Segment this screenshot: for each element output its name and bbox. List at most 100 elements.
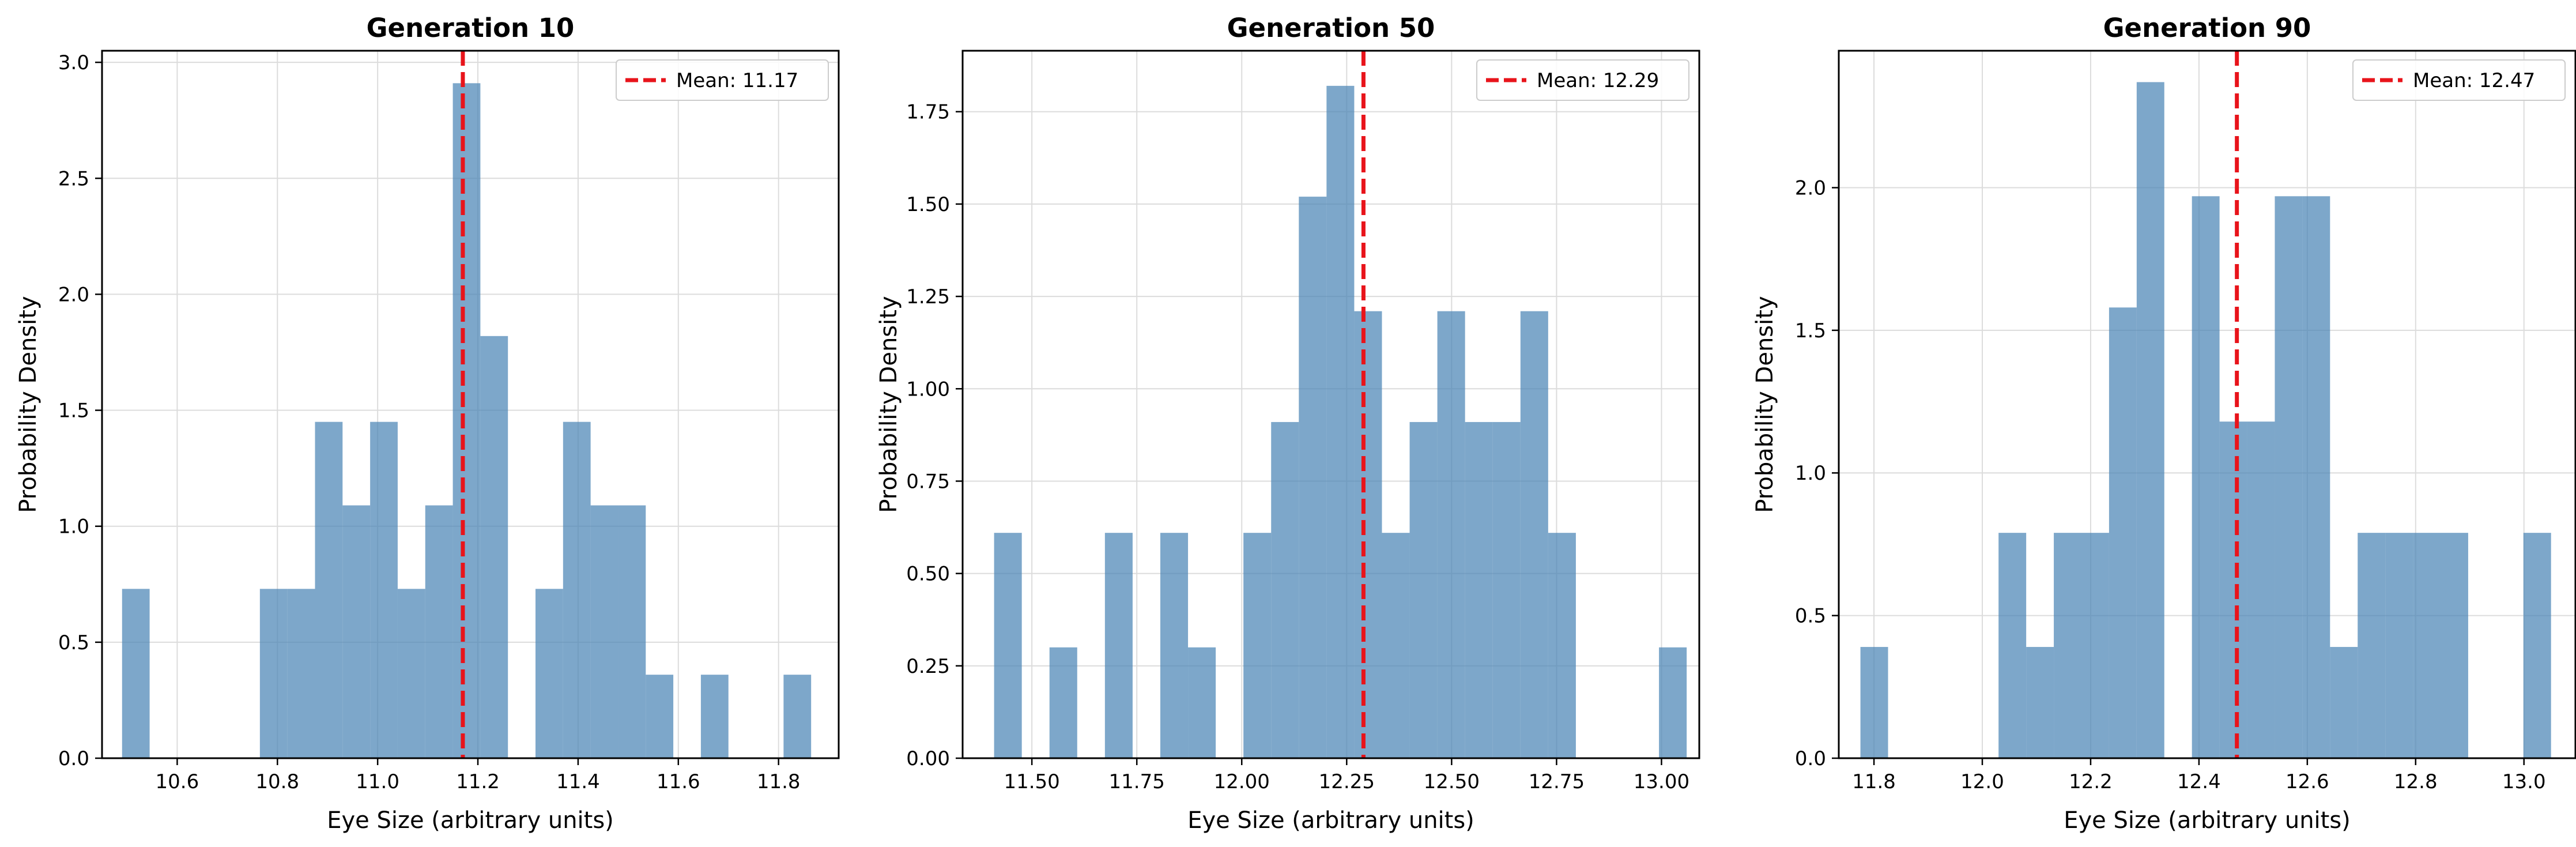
x-tick-label: 12.75 [1529,770,1585,793]
chart-title: Generation 90 [2103,13,2311,43]
histogram-bar [2441,533,2468,758]
x-tick-label: 12.0 [1960,770,2004,793]
legend-label: Mean: 12.47 [2413,69,2535,92]
x-tick-label: 10.6 [156,770,199,793]
x-tick-label: 13.0 [2502,770,2546,793]
plot-frame [961,50,1700,759]
legend-box [616,59,829,101]
y-axis-label: Probability Density [15,296,42,513]
histogram-bar [1104,533,1133,758]
histogram-bar [1437,311,1465,758]
chart-title: Generation 50 [1227,13,1435,43]
x-axis-label: Eye Size (arbitrary units) [1187,807,1474,834]
histogram-bar [2385,533,2413,758]
histogram-bar [1271,421,1299,758]
histogram-bar [1243,533,1272,758]
histogram-bar [122,589,150,758]
legend: Mean: 12.29 [1476,59,1689,101]
y-tick-label: 1.0 [1795,462,1826,485]
x-tick-label: 11.8 [1852,770,1896,793]
histogram-bar [397,589,425,758]
histogram-bar [1354,311,1382,758]
histogram-bar [2109,307,2137,758]
plot-frame [1838,50,2576,759]
y-tick-label: 0.5 [1795,605,1826,628]
histogram-bar [370,421,398,758]
y-tick-label: 0.50 [906,563,950,586]
y-tick-label: 1.0 [58,515,89,539]
x-axis-label: Eye Size (arbitrary units) [2064,807,2351,834]
histogram-bar [783,675,812,758]
y-tick-label: 0.5 [58,631,89,654]
plot-frame [101,50,840,759]
x-tick-label: 11.75 [1109,770,1165,793]
histogram-bar [1860,647,1888,758]
x-tick-label: 11.6 [657,770,700,793]
histogram-bar [2054,533,2081,758]
histogram-bars [1860,82,2551,759]
legend: Mean: 12.47 [2352,59,2566,101]
x-tick-label: 12.8 [2394,770,2438,793]
y-tick-label: 1.5 [58,400,89,423]
histogram-bar [2358,533,2386,758]
y-tick-label: 0.00 [906,747,950,770]
x-tick-label: 12.4 [2177,770,2221,793]
chart-title: Generation 10 [367,13,575,43]
histogram-bar [1409,421,1438,758]
histogram-bar [2330,647,2358,758]
y-axis-label: Probability Density [1752,296,1778,513]
histogram-bar [1382,533,1410,758]
histogram-bars [994,85,1687,759]
x-tick-label: 12.25 [1319,770,1375,793]
histogram-bar [2192,196,2220,758]
histogram-bar [452,83,481,759]
histogram-bar [259,589,288,758]
histogram-bar [994,533,1022,758]
histogram-bars [122,83,812,759]
x-tick-label: 11.8 [757,770,801,793]
histogram-bar [535,589,563,758]
chart-panel-2: 11.50 11.75 12.00 12.25 12.50 12.75 13.00 0.00 0… [876,13,1700,834]
histogram-bar [2302,196,2330,758]
histogram-bar [2219,421,2247,758]
histogram-bar [1998,533,2027,758]
x-tick-label: 12.50 [1424,770,1480,793]
histogram-bar [1049,647,1077,758]
histogram-bar [342,505,371,758]
histogram-bar [2247,421,2275,758]
histogram-bar [1160,533,1189,758]
y-tick-label: 2.0 [58,283,89,306]
y-axis-label: Probability Density [876,296,902,513]
histogram-bar [2413,533,2441,758]
legend-label: Mean: 12.29 [1537,69,1659,92]
histogram-bar [480,336,508,758]
histogram-bar [2523,533,2551,758]
chart-panel-1: 10.6 10.8 11.0 11.2 11.4 11.6 11.8 0.0 0.5 1.0 1.5… [15,13,840,834]
histogram-bar [563,421,591,758]
histogram-bar [618,505,646,758]
histogram-bar [1520,311,1548,758]
histogram-bar [590,505,618,758]
histogram-bar [1188,647,1216,758]
x-tick-label: 11.50 [1004,770,1059,793]
histogram-bar [2275,196,2303,758]
x-axis-label: Eye Size (arbitrary units) [327,807,614,834]
histogram-bar [1659,647,1687,758]
y-tick-label: 1.50 [906,193,950,216]
histogram-bar [315,421,343,758]
x-tick-label: 10.8 [255,770,299,793]
x-tick-label: 12.00 [1214,770,1270,793]
histogram-bar [1548,533,1576,758]
y-tick-label: 1.25 [906,285,950,308]
chart-panel-3: 11.8 12.0 12.2 12.4 12.6 12.8 13.0 0.0 0.5 1.0 1.5… [1752,13,2576,834]
histogram-bar [1492,421,1521,758]
histogram-bar [646,675,674,758]
y-tick-label: 0.0 [58,747,89,770]
y-tick-label: 0.0 [1795,747,1826,770]
histogram-bar [1465,421,1493,758]
histogram-bar [287,589,315,758]
histogram-bar [1326,85,1355,759]
legend-box [2352,59,2566,101]
histogram-bar [2026,647,2054,758]
